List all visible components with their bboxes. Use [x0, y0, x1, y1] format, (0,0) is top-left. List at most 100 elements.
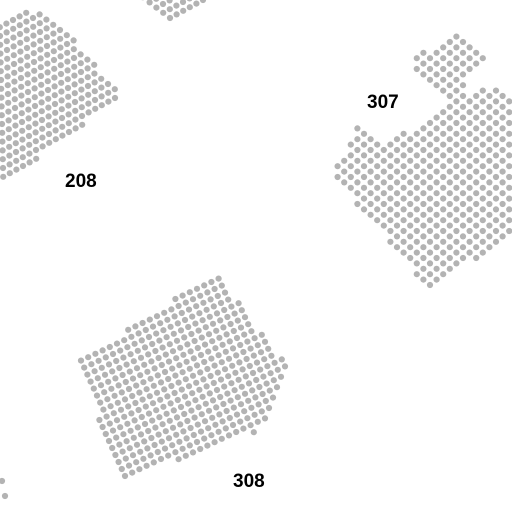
section-308-seat[interactable] — [145, 410, 153, 417]
section-308-seat[interactable] — [124, 344, 131, 351]
section-308-seat[interactable] — [174, 396, 181, 404]
section-308-seat[interactable] — [246, 362, 253, 370]
section-308-seat[interactable] — [213, 404, 220, 411]
section-208-seat[interactable] — [45, 104, 52, 111]
section-308-seat[interactable] — [154, 448, 161, 456]
section-308-seat[interactable] — [222, 348, 229, 355]
section-308-seat[interactable] — [167, 400, 174, 407]
section-307-seat[interactable] — [459, 179, 467, 186]
section-308-seat[interactable] — [223, 407, 230, 415]
section-307-seat[interactable] — [426, 76, 434, 83]
section-308-seat[interactable] — [234, 394, 241, 401]
section-208-seat[interactable] — [0, 173, 7, 180]
section-308-seat[interactable] — [194, 344, 201, 352]
section-208-seat[interactable] — [70, 46, 77, 53]
section-208-seat[interactable] — [0, 85, 5, 92]
section-308-seat[interactable] — [193, 303, 200, 310]
section-208-seat[interactable] — [5, 134, 13, 142]
section-308-seat[interactable] — [178, 309, 185, 317]
section-308-seat[interactable] — [139, 319, 146, 327]
section-208-seat[interactable] — [10, 34, 17, 41]
section-308-seat[interactable] — [212, 345, 219, 352]
section-307-seat[interactable] — [341, 157, 348, 164]
section-308-seat[interactable] — [165, 358, 173, 365]
section-307-seat[interactable] — [459, 254, 467, 262]
section-307-seat[interactable] — [473, 244, 480, 251]
section-208-seat[interactable] — [36, 28, 44, 36]
section-307-seat[interactable] — [440, 260, 447, 267]
section-308-seat[interactable] — [215, 428, 222, 435]
section-208-top-seat[interactable] — [173, 2, 180, 9]
section-307-seat[interactable] — [426, 184, 434, 191]
section-308-seat[interactable] — [233, 352, 240, 359]
section-307-seat[interactable] — [459, 49, 467, 56]
section-208-seat[interactable] — [30, 32, 37, 39]
section-308-seat[interactable] — [238, 307, 245, 314]
section-307-seat[interactable] — [360, 206, 368, 213]
section-208-seat[interactable] — [71, 81, 78, 88]
section-308-seat[interactable] — [127, 351, 134, 358]
section-208-seat[interactable] — [0, 50, 4, 57]
section-308-seat[interactable] — [218, 435, 225, 442]
section-308-seat[interactable] — [172, 449, 179, 456]
section-307-seat[interactable] — [466, 130, 473, 137]
section-308-seat[interactable] — [162, 351, 169, 358]
section-307-seat[interactable] — [499, 157, 506, 164]
section-307-seat[interactable] — [354, 190, 361, 197]
section-308-seat[interactable] — [223, 331, 230, 338]
section-307-seat[interactable] — [433, 168, 440, 175]
section-308-seat[interactable] — [168, 382, 175, 390]
section-208-seat[interactable] — [4, 73, 11, 80]
section-307-seat[interactable] — [426, 217, 434, 224]
section-307-seat[interactable] — [446, 222, 453, 229]
section-307-seat[interactable] — [479, 184, 486, 191]
section-308-seat[interactable] — [149, 417, 156, 424]
section-307-seat[interactable] — [407, 222, 414, 229]
section-307-seat[interactable] — [440, 173, 447, 181]
section-308-seat[interactable] — [233, 334, 241, 342]
section-208-seat[interactable] — [51, 74, 58, 81]
section-307-seat[interactable] — [492, 227, 500, 235]
section-308-seat[interactable] — [185, 383, 193, 390]
section-307-seat[interactable] — [433, 49, 440, 56]
section-308-seat[interactable] — [85, 354, 92, 361]
section-208-seat[interactable] — [72, 125, 79, 132]
section-307-seat[interactable] — [486, 179, 493, 186]
section-307-seat[interactable] — [473, 157, 480, 164]
section-308-seat[interactable] — [176, 438, 183, 445]
section-308-seat[interactable] — [140, 379, 147, 386]
section-208-seat[interactable] — [25, 97, 32, 104]
section-308-seat[interactable] — [265, 345, 272, 352]
section-208-seat[interactable] — [0, 129, 6, 136]
section-208-seat[interactable] — [91, 96, 99, 104]
section-307-seat[interactable] — [440, 271, 447, 278]
section-308-seat[interactable] — [161, 445, 169, 452]
section-308-seat[interactable] — [209, 414, 216, 421]
section-307-seat[interactable] — [486, 200, 493, 208]
section-307-seat[interactable] — [433, 190, 440, 197]
section-307-seat[interactable] — [393, 146, 401, 154]
section-208-seat[interactable] — [18, 92, 25, 99]
section-307-seat[interactable] — [407, 136, 414, 143]
section-208-seat[interactable] — [31, 102, 39, 110]
section-307-seat[interactable] — [453, 152, 460, 159]
section-208-seat[interactable] — [39, 125, 46, 132]
section-307-seat[interactable] — [354, 168, 361, 175]
section-308-seat[interactable] — [160, 327, 167, 334]
section-308-seat[interactable] — [248, 328, 255, 335]
section-208-seat[interactable] — [63, 32, 70, 39]
section-308-seat[interactable] — [213, 327, 220, 334]
section-308-seat[interactable] — [88, 361, 95, 368]
section-308-seat[interactable] — [216, 411, 223, 418]
section-307-seat[interactable] — [420, 60, 427, 67]
section-307-seat[interactable] — [426, 141, 434, 148]
section-208-seat[interactable] — [57, 70, 65, 78]
section-307-seat[interactable] — [479, 249, 486, 256]
section-308-seat[interactable] — [108, 385, 115, 392]
section-208-top-seat[interactable] — [186, 0, 193, 2]
section-308-seat[interactable] — [215, 275, 222, 282]
section-307-seat[interactable] — [453, 130, 460, 137]
section-307-seat[interactable] — [420, 265, 427, 272]
section-308-seat[interactable] — [161, 368, 169, 376]
section-307-seat[interactable] — [466, 184, 473, 191]
